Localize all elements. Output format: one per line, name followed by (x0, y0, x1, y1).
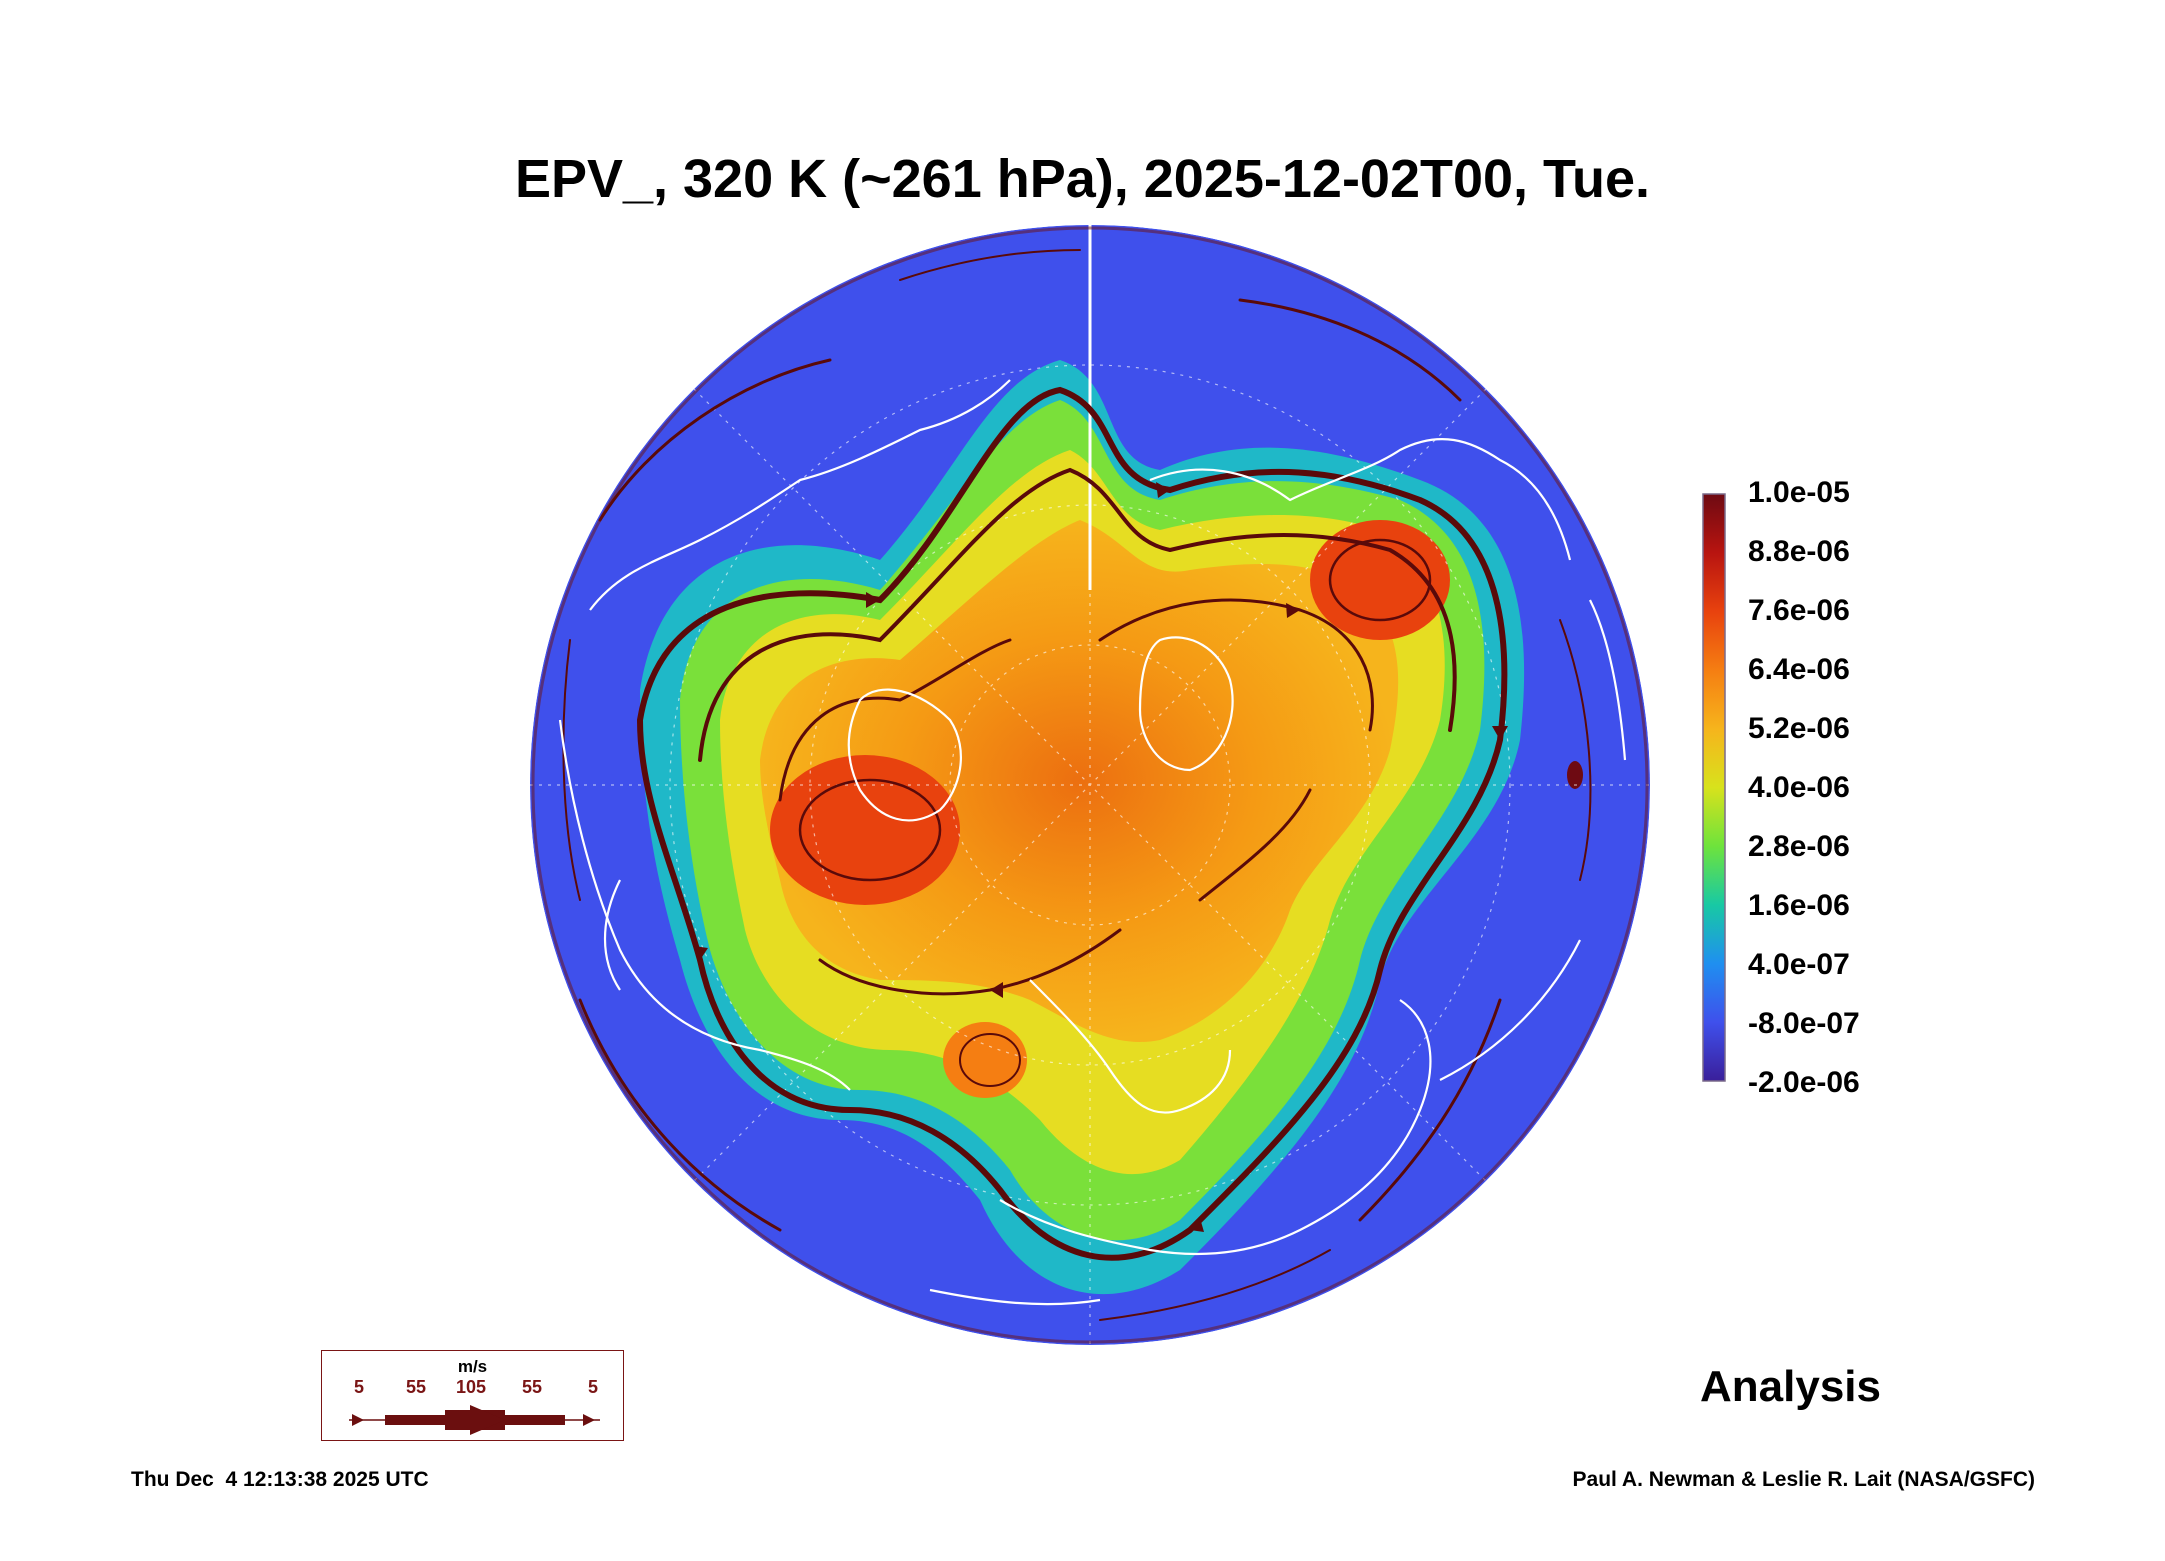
colorbar-tick: 8.8e-06 (1748, 535, 1850, 568)
colorbar-tick: 5.2e-06 (1748, 712, 1850, 745)
colorbar (1702, 493, 1726, 1082)
streamlines (562, 249, 1592, 1321)
colorbar-tick: 4.0e-06 (1748, 771, 1850, 804)
wind-unit-label: m/s (457, 1357, 488, 1376)
epv-field (530, 225, 1650, 1345)
wind-speed-legend: m/s 5 55 105 55 5 (321, 1350, 624, 1441)
colorbar-tick: 6.4e-06 (1748, 653, 1850, 686)
colorbar-tick: 2.8e-06 (1748, 830, 1850, 863)
wind-speed-label: 55 (406, 1377, 427, 1397)
colorbar-tick: 1.0e-05 (1748, 476, 1850, 509)
plot-title: EPV_, 320 K (~261 hPa), 2025-12-02T00, T… (514, 149, 1651, 209)
colorbar-tick: -2.0e-06 (1748, 1066, 1860, 1099)
colorbar-scale (1702, 493, 1726, 1082)
analysis-label: Analysis (1700, 1362, 1881, 1411)
streamline-arrows (694, 482, 1508, 1232)
credit-line: Paul A. Newman & Leslie R. Lait (NASA/GS… (1572, 1468, 2035, 1491)
pv-max-south (943, 1022, 1027, 1098)
pv-max-west (770, 755, 960, 905)
colorbar-tick: 4.0e-07 (1748, 948, 1850, 981)
coastlines (558, 379, 1627, 1306)
colorbar-tick: 1.6e-06 (1748, 889, 1850, 922)
colorbar-tick: 7.6e-06 (1748, 594, 1850, 627)
wind-speed-label: 5 (354, 1377, 365, 1397)
pv-spot (1567, 761, 1583, 789)
wind-speed-label: 55 (522, 1377, 543, 1397)
wind-speed-label: 5 (588, 1377, 599, 1397)
graticule (530, 225, 1650, 1345)
wind-speed-label: 105 (456, 1377, 487, 1397)
pv-core (760, 520, 1399, 1042)
generation-timestamp: Thu Dec 4 12:13:38 2025 UTC (131, 1468, 429, 1491)
colorbar-tick: -8.0e-07 (1748, 1007, 1860, 1040)
wind-speed-legend-symbol (349, 1405, 600, 1435)
